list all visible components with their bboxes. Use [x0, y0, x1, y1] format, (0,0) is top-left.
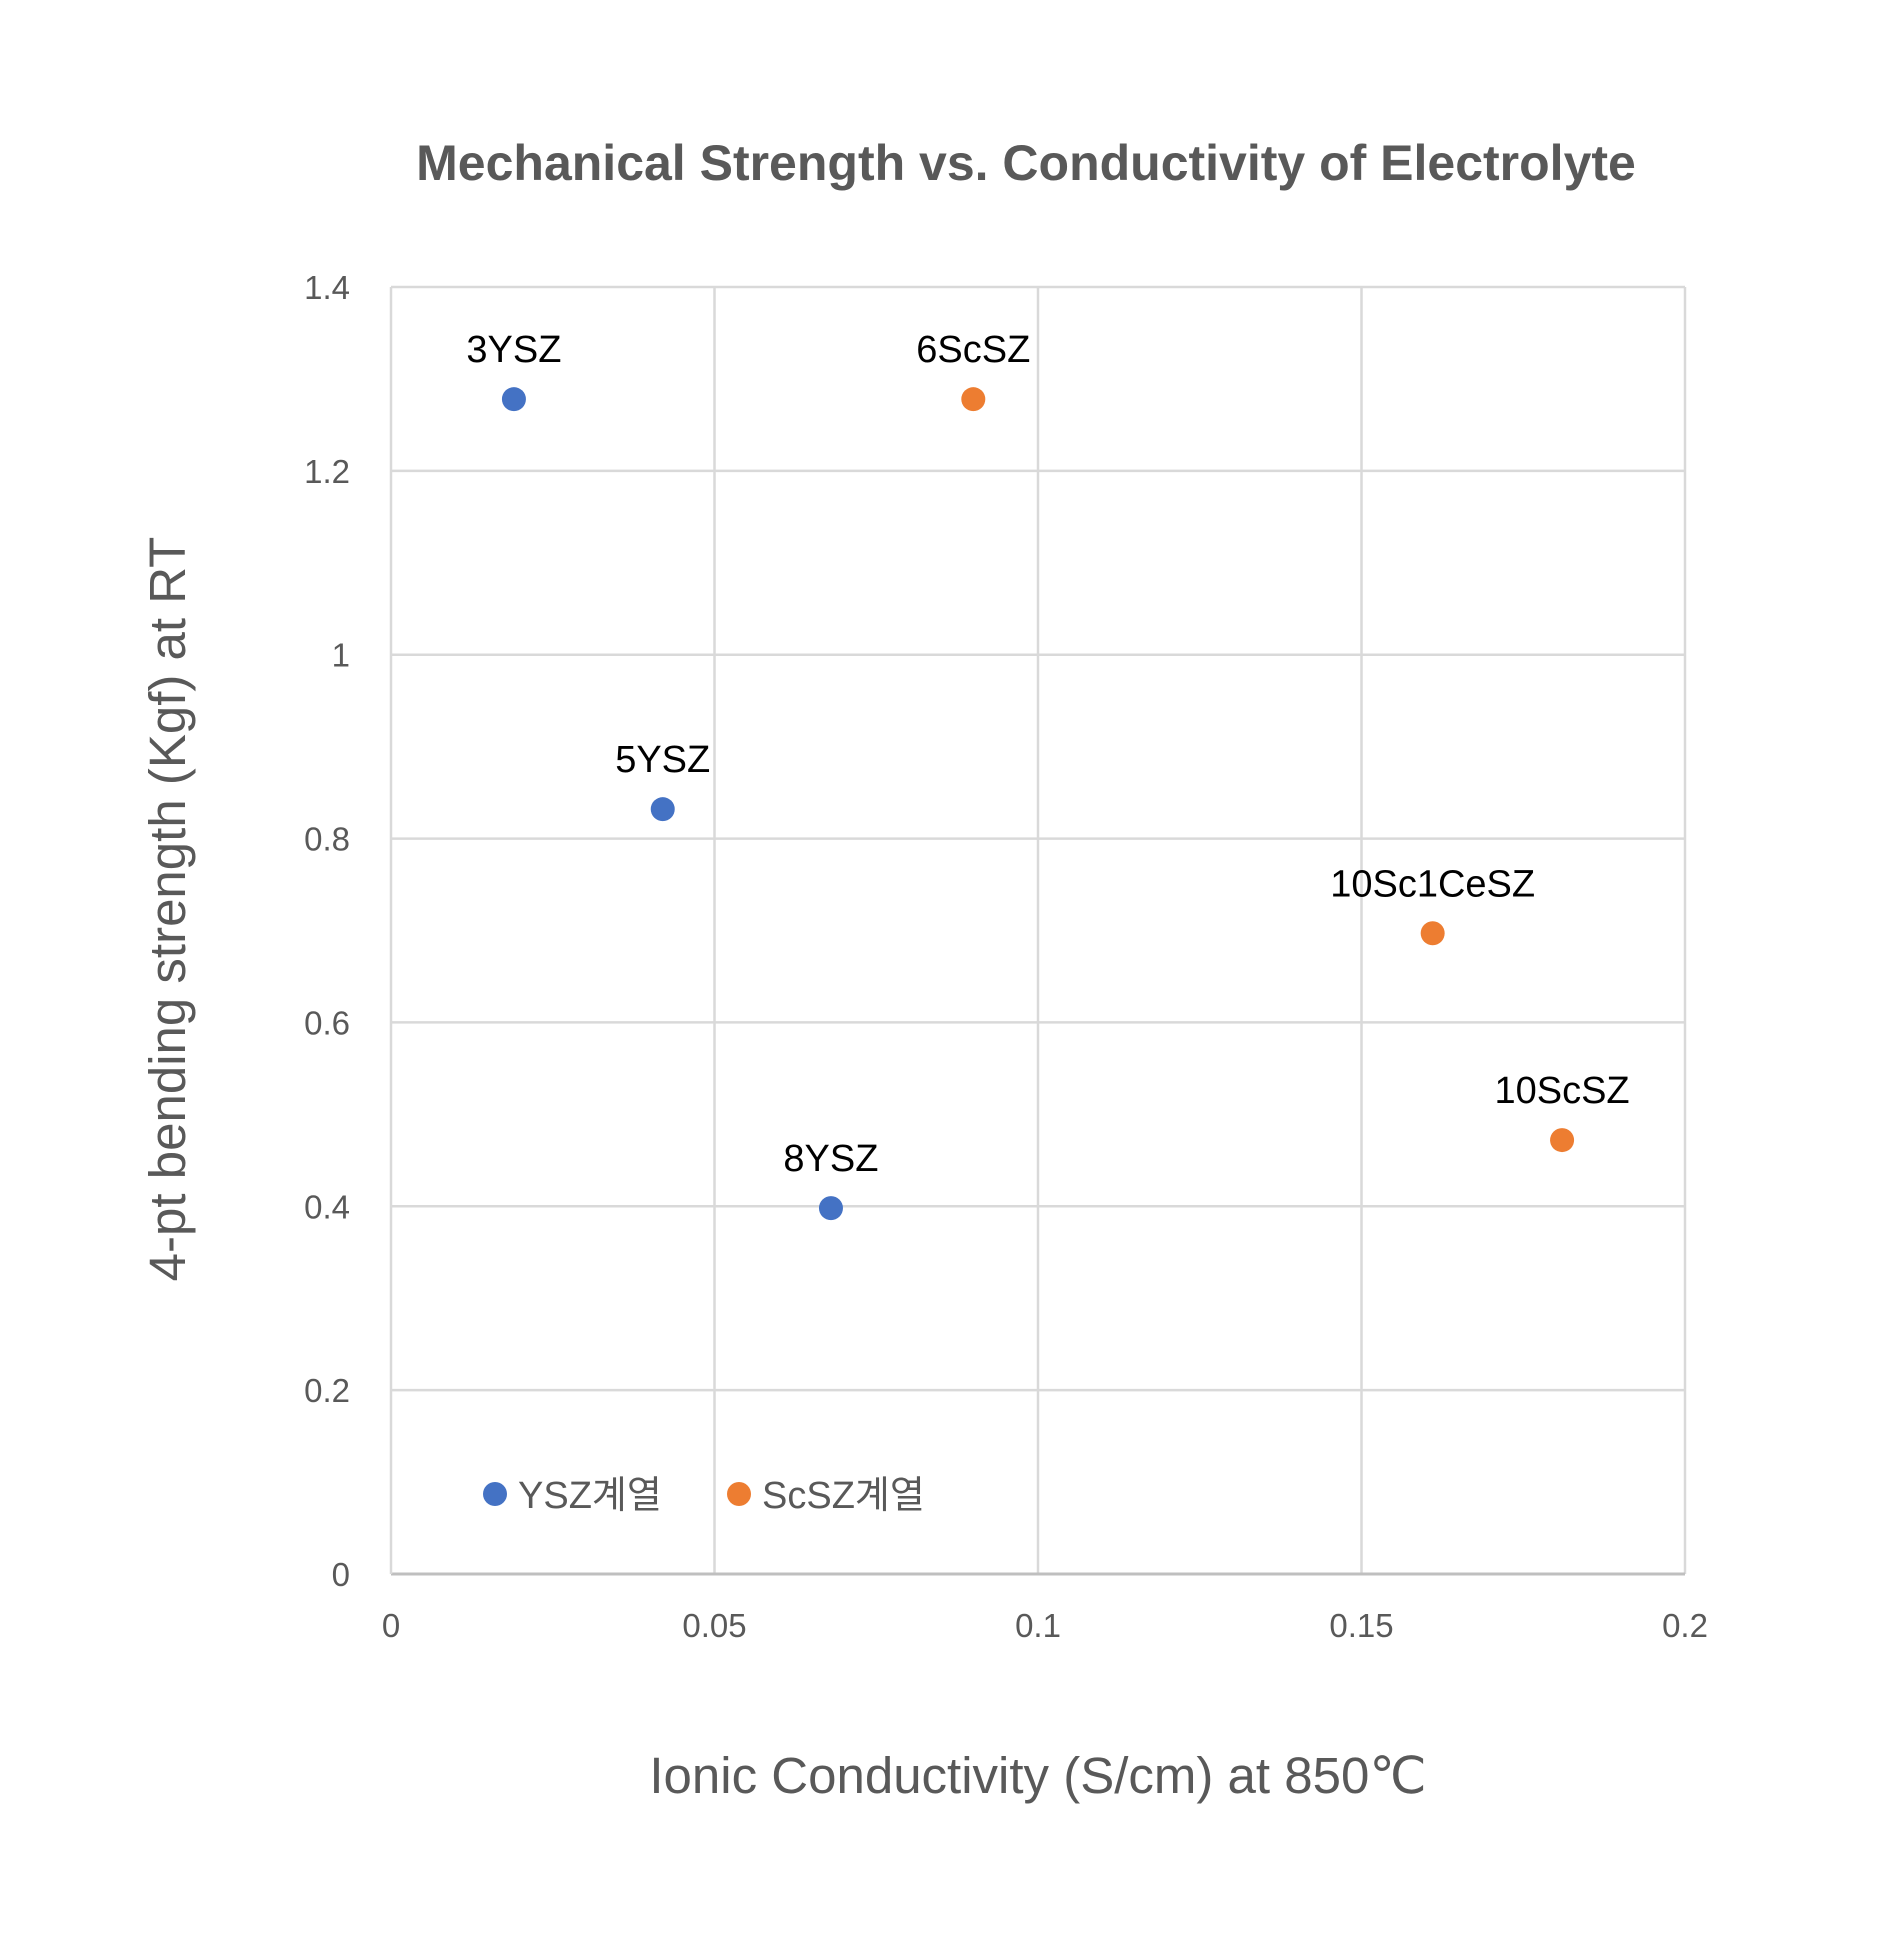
y-tick-label: 0.2: [304, 1372, 350, 1409]
x-tick-label: 0.05: [682, 1607, 746, 1644]
data-point-10scsz: [1550, 1128, 1575, 1153]
y-tick-label: 0.6: [304, 1004, 350, 1041]
y-tick-label: 0.4: [304, 1188, 350, 1225]
data-points: [501, 387, 1575, 1221]
data-label-10sc1cesz: 10Sc1CeSZ: [1330, 863, 1535, 905]
data-label-10scsz: 10ScSZ: [1494, 1070, 1629, 1112]
data-label-8ysz: 8YSZ: [783, 1138, 878, 1180]
axes: [389, 287, 1685, 1576]
legend-item: YSZ계열: [483, 1475, 662, 1517]
data-label-6scsz: 6ScSZ: [916, 329, 1030, 371]
legend-item: ScSZ계열: [727, 1475, 925, 1517]
y-tick-label: 1.4: [304, 269, 350, 306]
x-tick-labels: 0 0.05 0.1 0.15 0.2: [382, 1607, 1708, 1644]
legend-label: YSZ계열: [518, 1475, 662, 1517]
x-tick-label: 0.2: [1662, 1607, 1708, 1644]
y-axis-label: 4-pt bending strength (Kgf) at RT: [139, 537, 196, 1282]
data-point-8ysz: [818, 1196, 843, 1221]
legend-label: ScSZ계열: [762, 1475, 925, 1517]
y-tick-labels: 0 0.2 0.4 0.6 0.8 1 1.2 1.4: [304, 269, 350, 1593]
legend-marker: [483, 1482, 507, 1506]
y-tick-label: 0: [332, 1556, 350, 1593]
data-point-5ysz: [650, 797, 675, 822]
x-axis-label: Ionic Conductivity (S/cm) at 850℃: [649, 1747, 1426, 1804]
data-label-3ysz: 3YSZ: [466, 329, 561, 371]
y-tick-label: 1: [332, 637, 350, 674]
data-label-5ysz: 5YSZ: [615, 739, 710, 781]
data-point-3ysz: [501, 387, 526, 412]
x-tick-label: 0: [382, 1607, 400, 1644]
gridlines: [391, 285, 1687, 1574]
chart-title: Mechanical Strength vs. Conductivity of …: [416, 135, 1636, 191]
y-tick-label: 0.8: [304, 821, 350, 858]
y-tick-label: 1.2: [304, 453, 350, 490]
data-point-10sc1cesz: [1420, 921, 1445, 946]
x-tick-label: 0.15: [1329, 1607, 1393, 1644]
data-labels: 3YSZ 5YSZ 8YSZ 6ScSZ 10Sc1CeSZ 10ScSZ: [466, 329, 1629, 1180]
legend: YSZ계열 ScSZ계열: [483, 1475, 925, 1517]
data-point-6scsz: [961, 387, 986, 412]
x-tick-label: 0.1: [1015, 1607, 1061, 1644]
legend-marker: [727, 1482, 751, 1506]
